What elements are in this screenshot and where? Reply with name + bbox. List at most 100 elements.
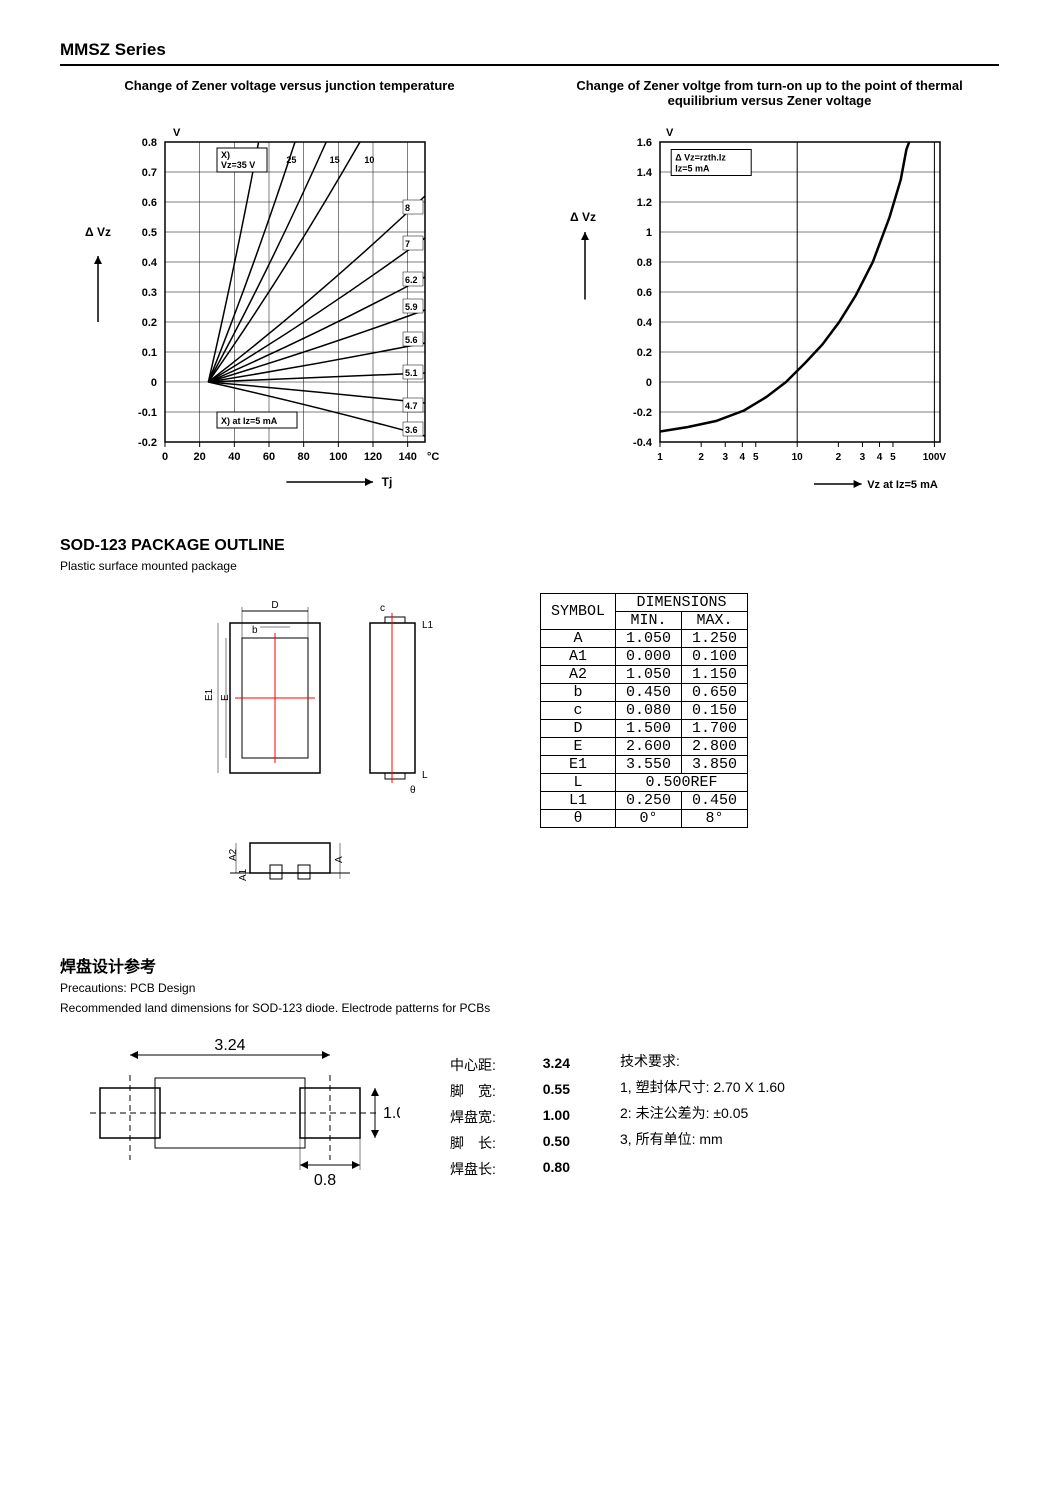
charts-row: Change of Zener voltage versus junction … [60,78,999,507]
svg-text:0.5: 0.5 [141,227,156,239]
chart1-svg: 0 20 40 60 80 100 120 140 -0.2 -0.1 0 0.1 0.2 0.3 0.4 0… [70,122,450,502]
svg-text:100V: 100V [922,452,946,463]
pad-design-recommended: Recommended land dimensions for SOD-123 … [60,1001,999,1015]
svg-text:0.6: 0.6 [636,287,651,299]
svg-text:4: 4 [876,452,882,463]
svg-text:10: 10 [791,452,803,463]
svg-text:c: c [380,603,385,614]
pad-dimension-row: 焊盘宽:1.00 [450,1107,570,1127]
svg-text:Δ Vz=rzth.Iz: Δ Vz=rzth.Iz [675,153,726,163]
svg-text:1.4: 1.4 [636,167,652,179]
package-diagrams: Db E1 Ec L1 Lθ A2 A1 A [200,593,480,923]
svg-text:0.3: 0.3 [141,287,156,299]
svg-text:D: D [271,600,278,611]
tech-req-item: 2: 未注公差为: ±0.05 [620,1103,785,1123]
svg-text:2: 2 [698,452,704,463]
svg-text:L: L [422,770,428,781]
tech-req-item: 3, 所有单位: mm [620,1129,785,1149]
svg-text:X): X) [221,150,230,160]
chart2-svg: -0.4-0.200.20.40.60.811.21.41.6123451023… [550,122,970,502]
svg-text:0.8: 0.8 [636,257,651,269]
pad-design-row: 3.241.00.8 中心距:3.24脚 宽:0.55焊盘宽:1.00脚 长:0… [60,1035,999,1205]
tech-requirements: 技术要求: 1, 塑封体尺寸: 2.70 X 1.60 2: 未注公差为: ±0.0… [620,1051,785,1155]
pad-kv-list: 中心距:3.24 脚 宽:0.55 焊盘宽:1.00 脚 长:0.50 焊盘长:0.80 [450,1055,570,1185]
svg-text:L1: L1 [422,620,434,631]
svg-text:1: 1 [657,452,663,463]
svg-text:1.0: 1.0 [383,1105,400,1122]
svg-text:100: 100 [329,451,347,463]
svg-text:120: 120 [363,451,381,463]
svg-text:1.6: 1.6 [636,137,651,149]
svg-text:b: b [252,625,258,636]
svg-text:0: 0 [150,377,156,389]
svg-text:E1: E1 [204,688,215,701]
svg-text:0: 0 [161,451,167,463]
svg-text:1: 1 [645,227,651,239]
svg-text:θ: θ [410,785,416,796]
svg-text:Iz=5 mA: Iz=5 mA [675,164,710,174]
pad-dimension-row: 脚 宽:0.55 [450,1081,570,1101]
svg-text:60: 60 [262,451,274,463]
svg-text:140: 140 [398,451,416,463]
svg-text:5.9: 5.9 [405,302,418,312]
svg-text:25: 25 [286,155,296,165]
svg-text:3: 3 [722,452,728,463]
svg-text:80: 80 [297,451,309,463]
svg-text:8: 8 [405,203,410,213]
svg-text:3.6: 3.6 [405,425,418,435]
svg-text:0.6: 0.6 [141,197,156,209]
svg-text:4.7: 4.7 [405,401,418,411]
svg-text:0.1: 0.1 [141,347,156,359]
svg-text:5: 5 [890,452,896,463]
tech-req-title: 技术要求: [620,1051,785,1071]
chart2-block: Change of Zener voltge from turn-on up t… [550,78,990,507]
svg-text:A2: A2 [228,848,239,861]
svg-text:0: 0 [645,377,651,389]
svg-text:Vz=35 V: Vz=35 V [221,160,255,170]
svg-text:4: 4 [739,452,745,463]
svg-text:5.6: 5.6 [405,335,418,345]
tech-req-item: 1, 塑封体尺寸: 2.70 X 1.60 [620,1077,785,1097]
chart2-title: Change of Zener voltge from turn-on up t… [550,78,990,116]
svg-text:20: 20 [193,451,205,463]
svg-text:5.1: 5.1 [405,368,418,378]
svg-text:V: V [666,127,674,139]
svg-text:0.8: 0.8 [314,1172,336,1189]
svg-text:0.2: 0.2 [636,347,651,359]
package-outline-row: Db E1 Ec L1 Lθ A2 A1 A SYMBOLDIMENSIONSMIN.MAX.… [200,593,999,923]
svg-text:Δ Vz: Δ Vz [570,210,596,224]
svg-text:E: E [220,694,231,701]
svg-text:A: A [334,856,345,863]
pad-diagram: 3.241.00.8 [60,1035,400,1205]
dimensions-table: SYMBOLDIMENSIONSMIN.MAX.A1.0501.250A10.0… [540,593,748,828]
svg-text:-0.1: -0.1 [138,407,157,419]
svg-text:0.4: 0.4 [141,257,157,269]
svg-text:V: V [173,127,181,139]
pad-design-title-cn: 焊盘设计参考 [60,953,999,977]
svg-text:5: 5 [752,452,758,463]
pad-design-precautions: Precautions: PCB Design [60,981,999,995]
chart1-block: Change of Zener voltage versus junction … [70,78,510,507]
svg-text:Tj: Tj [381,475,392,489]
svg-text:0.7: 0.7 [141,167,156,179]
pad-dimension-row: 焊盘长:0.80 [450,1159,570,1179]
svg-text:2: 2 [835,452,841,463]
svg-text:Vz at Iz=5 mA: Vz at Iz=5 mA [867,479,938,491]
svg-text:-0.4: -0.4 [633,437,653,449]
series-title: MMSZ Series [60,40,999,66]
svg-text:X) at Iz=5 mA: X) at Iz=5 mA [221,416,278,426]
pad-dimension-row: 脚 长:0.50 [450,1133,570,1153]
svg-text:0.2: 0.2 [141,317,156,329]
svg-text:-0.2: -0.2 [633,407,652,419]
svg-text:A1: A1 [238,868,249,881]
svg-text:°C: °C [427,451,439,463]
svg-text:-0.2: -0.2 [138,437,157,449]
pad-dimension-row: 中心距:3.24 [450,1055,570,1075]
svg-text:15: 15 [329,155,339,165]
svg-text:6.2: 6.2 [405,275,418,285]
svg-text:10: 10 [364,155,374,165]
svg-text:40: 40 [228,451,240,463]
svg-text:Δ Vz: Δ Vz [85,225,111,239]
svg-text:1.2: 1.2 [636,197,651,209]
svg-text:7: 7 [405,239,410,249]
